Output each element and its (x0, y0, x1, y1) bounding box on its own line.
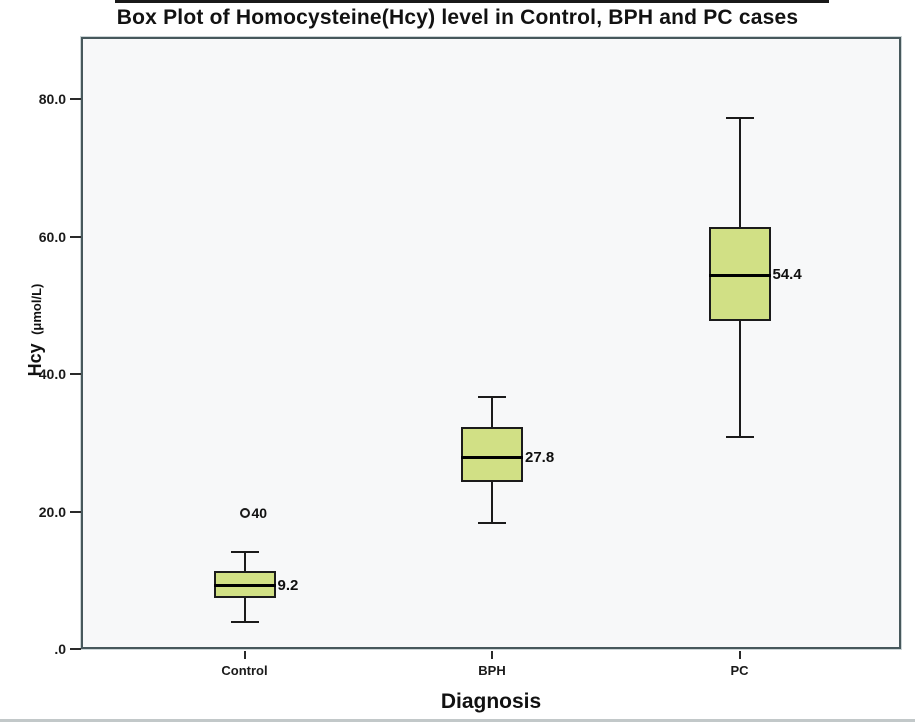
y-axis-tick-label: 40.0 (38, 366, 66, 382)
whisker-upper-cap-pc (725, 116, 754, 119)
x-axis-tick-label-control: Control (221, 663, 268, 678)
y-axis-tick (70, 510, 81, 513)
median-value-label-bph: 27.8 (525, 448, 555, 466)
whisker-lower-stem-bph (491, 481, 493, 524)
x-axis-tick-label-pc: PC (730, 663, 749, 678)
y-axis-tick (70, 648, 81, 650)
outlier-marker-control (239, 507, 250, 518)
whisker-upper-cap-bph (478, 395, 506, 398)
plot-area (81, 37, 901, 649)
y-axis-title: Hcy (μmol/L) (25, 255, 47, 405)
median-line-control (213, 584, 276, 588)
median-line-pc (708, 273, 771, 277)
scan-artifact-top (115, 0, 829, 3)
y-axis-tick (70, 373, 81, 375)
outlier-case-label-control: 40 (251, 504, 268, 521)
y-axis-tick (70, 235, 81, 238)
scan-artifact-bottom (0, 719, 915, 722)
x-axis-tick (738, 651, 741, 659)
x-axis-title: Diagnosis (440, 690, 542, 713)
whisker-lower-cap-bph (478, 522, 506, 525)
median-value-label-control: 9.2 (277, 576, 299, 594)
whisker-upper-cap-control (230, 551, 259, 554)
y-axis-tick-label: 20.0 (38, 503, 66, 520)
whisker-upper-stem-control (243, 552, 246, 572)
x-axis-tick (491, 651, 493, 659)
y-axis-tick-label: 80.0 (38, 91, 66, 107)
box-bph (461, 426, 523, 482)
median-value-label-pc: 54.4 (772, 266, 802, 283)
whisker-upper-stem-bph (491, 396, 493, 427)
whisker-upper-stem-pc (738, 117, 741, 227)
whisker-lower-stem-control (243, 598, 246, 622)
median-line-bph (461, 456, 523, 460)
x-axis-tick (243, 651, 246, 659)
chart-title: Box Plot of Homocysteine(Hcy) level in C… (116, 6, 799, 29)
whisker-lower-stem-pc (738, 321, 741, 438)
y-axis-tick-label: .0 (54, 641, 66, 657)
y-axis-tick-label: 60.0 (38, 228, 66, 245)
y-axis-unit-text: (μmol/L) (29, 283, 44, 335)
x-axis-tick-label-bph: BPH (478, 663, 506, 678)
y-axis-tick (70, 98, 81, 100)
whisker-lower-cap-pc (725, 436, 754, 439)
whisker-lower-cap-control (230, 620, 259, 623)
